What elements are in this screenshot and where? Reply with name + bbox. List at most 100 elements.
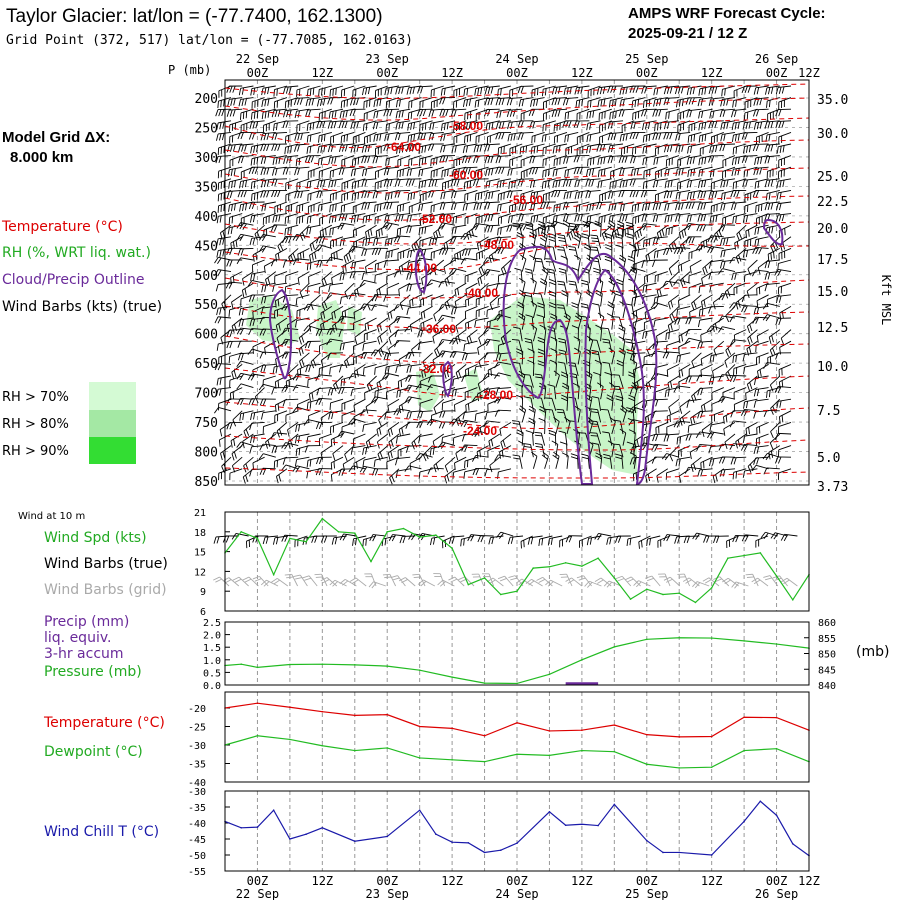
barb-feather	[760, 156, 763, 164]
barb-feather	[641, 261, 645, 269]
barb-feather	[473, 145, 477, 153]
barb-feather	[359, 303, 365, 311]
barb-feather	[260, 168, 264, 176]
barb-feather	[367, 322, 370, 330]
wind-barb	[640, 108, 657, 117]
barb-feather	[686, 157, 690, 165]
wind-barb	[753, 166, 769, 176]
barb-shaft	[632, 143, 646, 149]
barb-feather	[445, 155, 449, 163]
barb-feather	[721, 89, 723, 97]
barb-feather	[775, 121, 779, 129]
barb-feather	[442, 109, 446, 117]
wind-barb	[707, 246, 724, 254]
wind-barb	[258, 245, 276, 253]
barb-feather	[778, 121, 782, 129]
barb-feather	[495, 132, 499, 140]
wind-barb	[406, 85, 422, 95]
barb-feather	[591, 168, 595, 176]
wind-barb	[642, 143, 657, 154]
barb-feather	[344, 121, 348, 128]
wind-barb	[484, 85, 500, 95]
wind-barb	[271, 143, 288, 152]
barb-feather	[685, 317, 689, 325]
wind-barb	[262, 213, 276, 225]
barb-shaft	[431, 166, 444, 172]
barb-feather	[436, 157, 438, 165]
barb-feather	[465, 203, 468, 211]
barb-feather	[764, 284, 768, 292]
barb-feather	[779, 347, 782, 355]
barb-feather	[689, 266, 692, 274]
wind-barb	[385, 247, 400, 259]
wind-barb	[756, 294, 769, 308]
rh-shaded-area	[490, 296, 640, 475]
barb-feather	[395, 111, 398, 119]
barb-feather	[647, 121, 651, 129]
barb-feather	[552, 180, 555, 188]
wind-barb	[775, 213, 792, 222]
barb-feather	[453, 109, 457, 117]
wind-barb	[438, 247, 456, 255]
barb-shaft	[385, 201, 400, 204]
barb-feather	[476, 202, 480, 210]
barb-shaft	[710, 271, 724, 274]
wind-barb	[677, 155, 691, 167]
barb-shaft	[722, 120, 736, 124]
barb-feather	[218, 133, 222, 141]
wind-barb	[310, 352, 321, 369]
barb-feather	[547, 226, 550, 234]
barb-feather	[757, 181, 760, 189]
barb-feather	[619, 134, 622, 142]
barb-feather	[236, 234, 242, 241]
barb-feather	[610, 121, 614, 129]
wind-barb	[306, 213, 321, 224]
barb-shaft	[733, 120, 747, 124]
barb-feather	[443, 191, 446, 199]
barb-feather	[395, 122, 398, 130]
barb-feather	[296, 97, 300, 105]
barb-feather	[474, 88, 477, 96]
barb-shaft	[699, 97, 713, 100]
barb-feather	[746, 169, 749, 177]
barb-feather	[418, 158, 421, 166]
barb-feather	[676, 309, 679, 317]
barb-feather	[723, 237, 726, 245]
barb-feather	[417, 86, 421, 94]
wind-barb	[528, 166, 545, 175]
barb-feather	[576, 155, 580, 163]
barb-shaft	[779, 306, 792, 314]
barb-feather	[283, 156, 286, 164]
barb-shaft	[778, 213, 792, 216]
barb-feather	[454, 145, 457, 153]
barb-feather	[629, 132, 633, 140]
barb-shaft	[262, 131, 276, 135]
wind-barb	[440, 85, 456, 96]
barb-feather	[361, 179, 365, 187]
barb-shaft	[310, 352, 321, 362]
barb-feather	[350, 169, 354, 177]
wind-barb	[361, 155, 377, 164]
wind-barb	[361, 178, 377, 187]
wind-barb	[418, 201, 433, 212]
barb-feather	[479, 144, 483, 152]
barb-shaft	[231, 317, 243, 327]
barb-feather	[768, 134, 771, 142]
wind-barb	[718, 224, 736, 232]
barb-shaft	[655, 143, 668, 149]
barb-feather	[477, 99, 480, 107]
barb-feather	[673, 241, 677, 249]
barb-shaft	[574, 282, 579, 295]
barb-feather	[667, 168, 670, 176]
barb-feather	[643, 190, 648, 198]
barb-feather	[401, 86, 404, 94]
barb-feather	[778, 86, 782, 94]
wind-barb	[284, 224, 299, 236]
barb-shaft	[318, 143, 332, 147]
wind-barb	[686, 108, 702, 118]
barb-feather	[250, 273, 253, 281]
barb-shaft	[766, 201, 780, 204]
barb-feather	[714, 190, 718, 198]
wind-barb	[373, 131, 388, 142]
barb-feather	[513, 133, 516, 141]
